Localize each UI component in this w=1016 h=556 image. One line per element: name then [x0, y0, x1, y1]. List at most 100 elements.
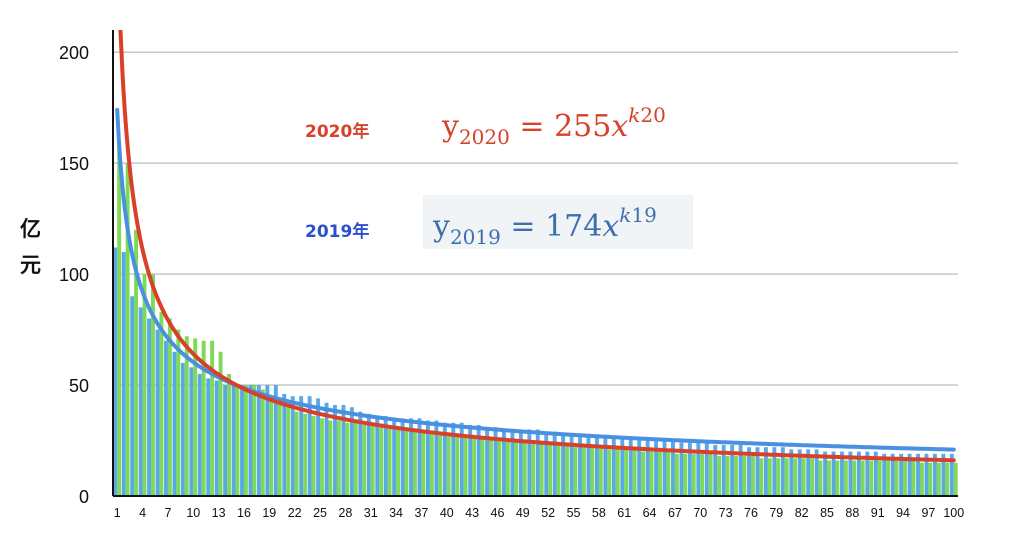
- bar-2019-19: [265, 385, 270, 496]
- bar-2020-58: [598, 447, 603, 496]
- bar-2020-17: [252, 385, 257, 496]
- bar-2019-99: [941, 453, 946, 496]
- xtick-97: 97: [921, 506, 935, 520]
- bar-2019-97: [924, 453, 929, 496]
- bar-2020-59: [607, 449, 612, 496]
- bar-2020-29: [353, 422, 358, 496]
- bar-2019-70: [696, 442, 701, 496]
- bar-2020-16: [243, 385, 248, 496]
- bar-2020-75: [742, 456, 747, 496]
- xtick-67: 67: [668, 506, 682, 520]
- bar-2019-78: [763, 447, 768, 496]
- xtick-31: 31: [364, 506, 378, 520]
- gridlines: [113, 51, 958, 386]
- bar-2020-7: [167, 318, 172, 496]
- bar-2019-14: [223, 385, 228, 496]
- bar-2020-99: [945, 462, 950, 496]
- bar-2020-47: [505, 440, 510, 496]
- bar-2020-22: [294, 411, 299, 496]
- bar-2019-72: [713, 444, 718, 496]
- bar-2019-24: [307, 396, 312, 496]
- bar-2020-25: [320, 418, 324, 496]
- xtick-43: 43: [465, 506, 479, 520]
- xtick-85: 85: [820, 506, 834, 520]
- bar-2019-98: [932, 453, 937, 496]
- bar-2020-36: [412, 429, 417, 496]
- bar-2019-100: [949, 453, 954, 496]
- xtick-4: 4: [139, 506, 146, 520]
- bar-2019-26: [324, 402, 329, 496]
- bar-2019-3: [130, 296, 135, 496]
- xtick-10: 10: [186, 506, 200, 520]
- bar-2019-10: [189, 367, 194, 496]
- bar-2019-63: [637, 438, 642, 496]
- xtick-40: 40: [440, 506, 454, 520]
- bar-2020-15: [235, 385, 240, 496]
- bar-2020-3: [134, 229, 139, 496]
- bar-2020-35: [404, 429, 409, 496]
- bar-2019-76: [747, 447, 751, 496]
- equation-2020: y2020 = 255xk20: [441, 103, 666, 149]
- bar-2020-98: [936, 462, 941, 496]
- bar-2020-2: [125, 163, 130, 496]
- bar-2020-12: [210, 340, 215, 496]
- xtick-13: 13: [212, 506, 226, 520]
- bar-2020-48: [514, 440, 519, 496]
- xtick-37: 37: [414, 506, 428, 520]
- xtick-91: 91: [871, 506, 885, 520]
- bar-2020-89: [860, 460, 865, 496]
- bar-2020-82: [801, 458, 806, 496]
- bar-2020-63: [641, 451, 646, 496]
- equation-2019-background: [423, 195, 693, 249]
- bar-2020-44: [480, 438, 485, 496]
- ylabel-char-1: 亿: [20, 217, 41, 241]
- bar-2019-58: [594, 436, 599, 496]
- fit-curve-2020: [118, 30, 956, 463]
- bar-2020-5: [151, 274, 155, 496]
- bar-2020-26: [328, 420, 333, 496]
- bar-2020-55: [573, 447, 578, 496]
- bar-2019-74: [730, 444, 735, 496]
- bar-2019-96: [916, 453, 920, 496]
- bar-2020-76: [750, 456, 755, 496]
- bar-2020-78: [767, 458, 772, 496]
- bar-2019-40: [442, 422, 447, 496]
- bar-2019-17: [248, 385, 253, 496]
- bar-2020-8: [176, 329, 181, 496]
- bar-2020-68: [683, 453, 688, 496]
- svg-text:y2020 = 255xk20: y2020 = 255xk20: [441, 103, 666, 149]
- ytick-150: 150: [59, 154, 89, 174]
- bar-2019-28: [341, 405, 346, 496]
- bar-2019-84: [814, 449, 819, 496]
- xtick-52: 52: [541, 506, 555, 520]
- bar-2020-50: [531, 442, 536, 496]
- bar-2019-79: [772, 447, 777, 496]
- bar-2019-12: [206, 378, 211, 496]
- bars: [113, 140, 958, 496]
- bar-2020-70: [700, 453, 705, 496]
- bar-2019-46: [493, 427, 498, 496]
- bar-2020-32: [379, 427, 384, 496]
- bar-2020-4: [142, 274, 147, 496]
- bar-2019-87: [840, 451, 844, 496]
- xtick-28: 28: [338, 506, 352, 520]
- bar-2019-18: [256, 385, 261, 496]
- bar-2019-67: [671, 440, 675, 496]
- ylabel-char-2: 元: [20, 253, 41, 277]
- x-tick-labels: 1 4 7 10 13 16 19 22 25 28 31 34 37 40 43 46 49 52 55 58 61 6…: [114, 506, 965, 520]
- bar-2020-74: [734, 456, 738, 496]
- bar-2019-21: [282, 393, 287, 496]
- bar-2020-53: [556, 444, 561, 496]
- bar-2020-52: [548, 444, 553, 496]
- bar-2019-82: [797, 449, 802, 496]
- xtick-70: 70: [693, 506, 707, 520]
- bar-2019-27: [333, 405, 337, 496]
- bar-2019-5: [147, 318, 152, 496]
- bar-2019-22: [290, 396, 295, 496]
- xtick-19: 19: [262, 506, 276, 520]
- xtick-64: 64: [643, 506, 657, 520]
- bar-2020-37: [421, 431, 426, 496]
- bar-2020-27: [336, 420, 341, 496]
- xtick-16: 16: [237, 506, 251, 520]
